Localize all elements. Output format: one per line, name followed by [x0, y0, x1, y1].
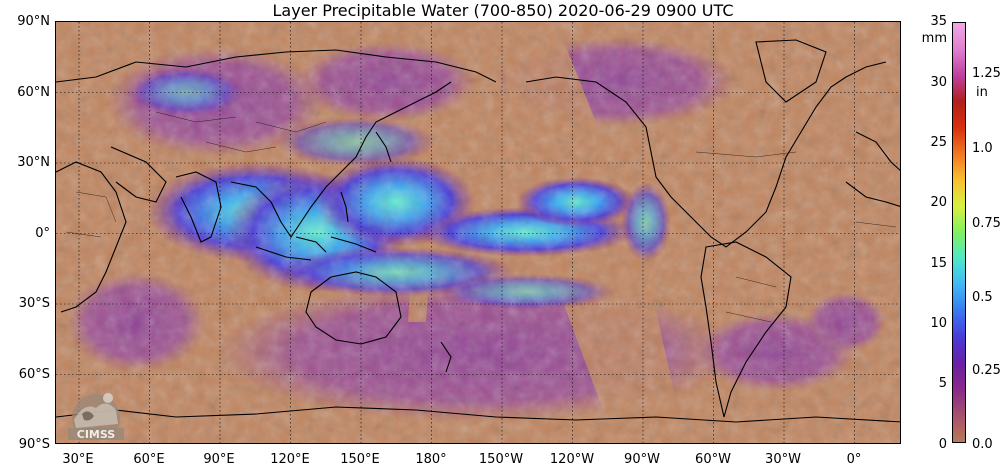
lon-label: 60°E	[133, 452, 165, 467]
lon-label: 120°E	[270, 452, 310, 467]
lat-label-90s: 90°S	[18, 437, 50, 452]
lat-label-60n: 60°N	[17, 85, 50, 100]
colorbar-mm-tick: 30	[930, 75, 947, 90]
colorbar-in-tick: 1.0	[972, 141, 993, 156]
colorbar-in-tick: 0.75	[972, 216, 1001, 231]
colorbar-unit-mm: mm	[921, 31, 947, 46]
cimss-logo: CIMSS	[68, 393, 124, 440]
lon-label: 180°	[415, 452, 447, 467]
lon-label: 90°E	[203, 452, 235, 467]
lat-label-equator: 0°	[35, 226, 50, 241]
lon-label: 150°E	[340, 452, 380, 467]
lon-label: 0°	[846, 452, 862, 467]
colorbar-in-tick: 1.25	[972, 66, 1001, 81]
colorbar-in-tick: 0.25	[972, 363, 1001, 378]
lon-label: 120°W	[549, 452, 595, 467]
lon-label: 60°W	[695, 452, 731, 467]
map-canvas	[56, 22, 900, 443]
colorbar-in-tick: 0.5	[972, 290, 993, 305]
cimss-logo-text: CIMSS	[77, 428, 116, 440]
lon-label: 30°W	[765, 452, 801, 467]
noise-texture	[56, 22, 900, 443]
colorbar-mm-tick: 25	[930, 135, 947, 150]
colorbar-in-tick: 0.0	[972, 437, 993, 452]
lat-label-30s: 30°S	[18, 296, 50, 311]
borders	[65, 111, 897, 323]
colorbar-mm-tick: 5	[938, 376, 947, 391]
lat-label-30n: 30°N	[17, 155, 50, 170]
lat-label-60s: 60°S	[18, 367, 50, 382]
colorbar-mm-tick: 10	[930, 316, 947, 331]
map-title: Layer Precipitable Water (700-850) 2020-…	[272, 1, 734, 20]
map-panel	[55, 21, 901, 444]
coastlines	[56, 39, 900, 423]
lat-label-90n: 90°N	[17, 14, 50, 29]
colorbar-mm-tick: 15	[930, 256, 947, 271]
colorbar-mm-tick: 20	[930, 195, 947, 210]
lon-label: 30°E	[62, 452, 94, 467]
colorbar-mm-tick: 0	[938, 437, 947, 452]
graticule	[56, 22, 900, 443]
colorbar	[952, 22, 966, 443]
colorbar-mm-tick: 35	[930, 14, 947, 29]
lon-label: 90°W	[624, 452, 660, 467]
lon-label: 150°W	[478, 452, 524, 467]
colorbar-unit-in: in	[976, 85, 988, 100]
